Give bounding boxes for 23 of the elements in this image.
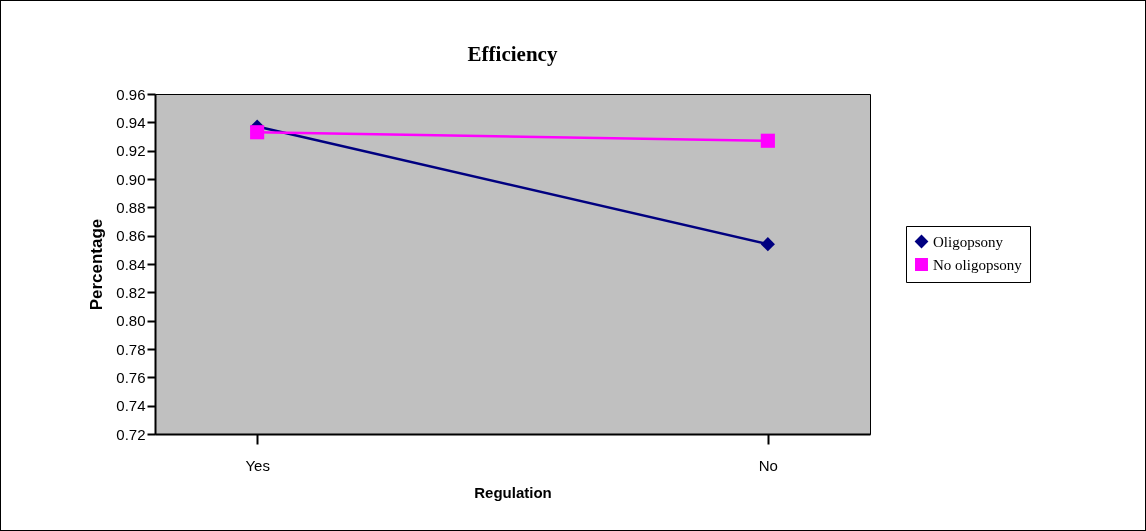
point	[250, 125, 265, 140]
y-tick-label: 0.86	[116, 227, 146, 245]
legend-label: Oligopsony	[933, 233, 1004, 250]
x-axis-title: Regulation	[474, 483, 552, 501]
y-tick-label: 0.88	[116, 198, 146, 216]
y-tick-label: 0.82	[116, 283, 146, 301]
legend-label: No oligopsony	[933, 256, 1023, 273]
y-tick-label: 0.78	[116, 340, 146, 358]
point	[760, 237, 775, 252]
y-tick-label: 0.94	[116, 113, 146, 131]
chart-title: Efficiency	[467, 42, 558, 66]
y-tick-label: 0.90	[116, 170, 146, 188]
y-tick-label: 0.92	[116, 142, 146, 160]
y-tick-label: 0.80	[116, 312, 146, 330]
point	[760, 133, 775, 148]
y-tick-label: 0.84	[116, 255, 146, 273]
x-tick-label: Yes	[245, 456, 270, 474]
y-axis-title: Percentage	[87, 218, 107, 311]
y-tick-label: 0.74	[116, 397, 146, 415]
x-tick-label: No	[758, 456, 778, 474]
y-tick-label: 0.72	[116, 425, 146, 443]
y-tick-label: 0.96	[116, 85, 146, 103]
y-tick-label: 0.76	[116, 368, 146, 386]
